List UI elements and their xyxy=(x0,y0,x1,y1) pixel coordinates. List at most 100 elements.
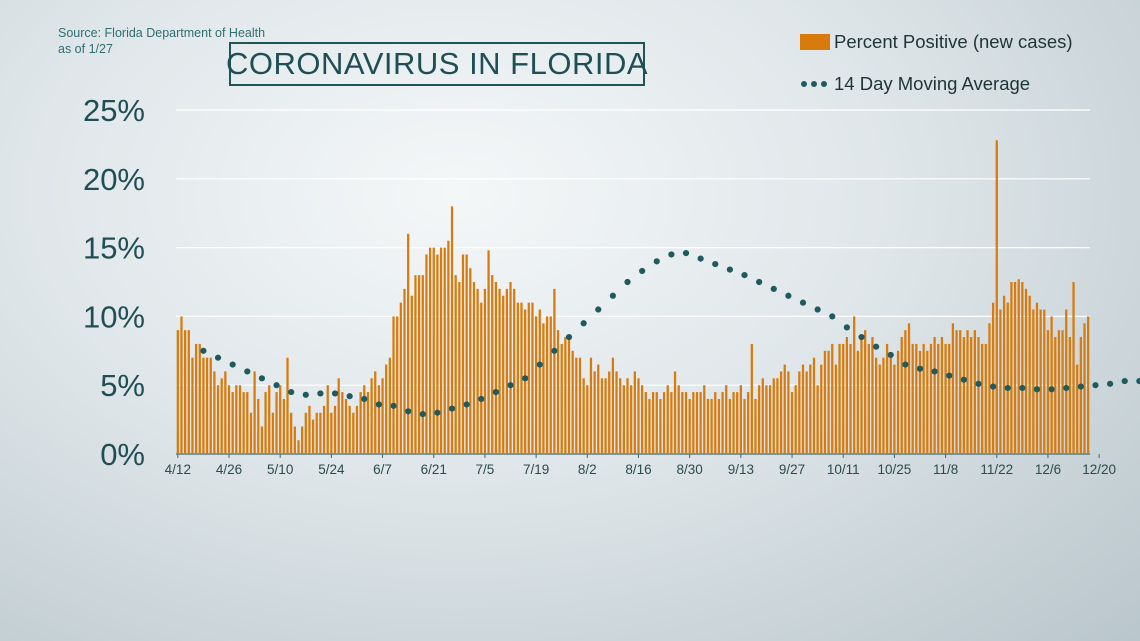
moving-average-point xyxy=(390,402,397,409)
bar xyxy=(798,371,801,454)
moving-average-point xyxy=(960,376,967,383)
bar xyxy=(184,330,187,454)
legend-label-bars: Percent Positive (new cases) xyxy=(834,31,1073,52)
bar xyxy=(1028,295,1031,454)
legend-item-line: 14 Day Moving Average xyxy=(800,72,1073,96)
bar xyxy=(692,392,695,454)
moving-average-series xyxy=(200,250,1140,418)
moving-average-point xyxy=(887,351,894,359)
bar xyxy=(524,309,527,454)
bar xyxy=(381,378,384,454)
bar xyxy=(538,309,541,454)
bar xyxy=(180,316,183,454)
bar xyxy=(1087,316,1090,454)
bar xyxy=(695,392,699,454)
bar xyxy=(414,275,417,454)
bar xyxy=(816,385,819,454)
bar xyxy=(1024,288,1028,454)
moving-average-point xyxy=(814,306,821,313)
bar xyxy=(805,371,808,454)
bar xyxy=(622,385,625,454)
x-tick-label: 9/13 xyxy=(728,462,754,477)
bar xyxy=(926,350,929,454)
moving-average-point xyxy=(756,278,763,286)
bar xyxy=(1010,282,1013,454)
bar xyxy=(999,309,1002,454)
bar xyxy=(567,337,571,454)
bar xyxy=(1079,337,1082,454)
bar xyxy=(831,343,834,454)
bar xyxy=(765,385,768,454)
bar xyxy=(396,316,399,454)
moving-average-point xyxy=(258,375,266,382)
bar xyxy=(352,412,355,454)
moving-average-point xyxy=(434,409,441,416)
moving-average-point xyxy=(697,255,704,262)
bar xyxy=(641,385,644,454)
bar xyxy=(842,343,845,454)
moving-average-point xyxy=(916,365,924,372)
bar xyxy=(1050,316,1053,454)
bar xyxy=(242,392,245,454)
bar xyxy=(874,357,878,454)
bar xyxy=(483,288,487,454)
x-tick-label: 9/27 xyxy=(779,462,805,477)
bar xyxy=(904,330,907,454)
bar xyxy=(326,385,329,454)
bar xyxy=(213,371,216,454)
bar xyxy=(1076,364,1079,454)
bar xyxy=(856,350,859,454)
bar xyxy=(293,426,296,454)
bar xyxy=(436,254,439,454)
bar xyxy=(688,398,691,454)
bar xyxy=(549,316,552,454)
bar xyxy=(209,357,212,454)
bar xyxy=(337,378,340,454)
bar xyxy=(728,398,732,454)
moving-average-point xyxy=(609,292,616,299)
bar xyxy=(502,295,505,454)
bar xyxy=(571,350,574,454)
bar xyxy=(944,343,947,454)
bar xyxy=(834,364,838,454)
x-tick-label: 11/8 xyxy=(933,462,958,477)
bar xyxy=(783,364,786,454)
bar xyxy=(981,343,984,454)
bar xyxy=(611,357,615,454)
bar xyxy=(205,357,209,454)
moving-average-point xyxy=(1136,377,1140,385)
moving-average-point xyxy=(624,278,631,286)
bar xyxy=(246,392,249,454)
bar-swatch-icon xyxy=(800,34,830,50)
legend-label-line: 14 Day Moving Average xyxy=(834,73,1031,94)
chart-legend: Percent Positive (new cases) 14 Day Movi… xyxy=(800,30,1073,114)
bar xyxy=(1057,330,1061,454)
bar xyxy=(476,288,479,454)
bar xyxy=(889,357,892,454)
bar xyxy=(666,385,669,454)
moving-average-point xyxy=(361,395,368,403)
bar xyxy=(359,392,362,454)
bar xyxy=(425,254,428,454)
y-tick-label: 25% xyxy=(83,93,145,128)
bar xyxy=(922,343,925,454)
bar xyxy=(948,343,951,454)
bar xyxy=(268,385,271,454)
bar xyxy=(290,412,293,454)
bar xyxy=(545,316,549,454)
bar xyxy=(984,343,987,454)
bar xyxy=(454,275,457,454)
y-tick-label: 10% xyxy=(83,299,145,334)
bar xyxy=(1032,309,1035,454)
bar xyxy=(450,206,454,454)
source-note: Source: Florida Department of Health as … xyxy=(58,25,265,57)
bar xyxy=(224,371,227,454)
bar xyxy=(407,233,410,454)
bar xyxy=(823,350,827,454)
bar xyxy=(1002,295,1006,454)
bar xyxy=(768,385,772,454)
bar xyxy=(600,378,604,454)
bar xyxy=(1065,309,1068,454)
bar xyxy=(955,330,958,454)
moving-average-point xyxy=(317,390,324,397)
